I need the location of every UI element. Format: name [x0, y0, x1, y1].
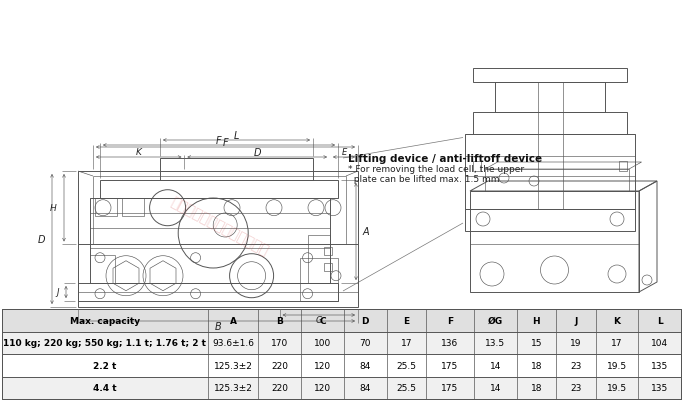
Text: D: D	[253, 148, 261, 158]
Text: J: J	[574, 316, 577, 325]
Text: Lifting device / anti-liftoff device: Lifting device / anti-liftoff device	[348, 154, 542, 164]
Text: 23: 23	[570, 383, 581, 392]
Text: 4.4 t: 4.4 t	[93, 383, 117, 392]
Bar	[2, 309, 681, 399]
Text: 120: 120	[314, 361, 331, 370]
Text: 84: 84	[360, 383, 371, 392]
Bar	[538, 83, 563, 209]
Text: 2.2 t: 2.2 t	[93, 361, 116, 370]
Text: F: F	[217, 136, 222, 146]
Text: E: E	[404, 316, 410, 325]
Text: 125.3±2: 125.3±2	[214, 361, 253, 370]
Bar	[619, 162, 627, 172]
Text: ØG: ØG	[488, 316, 503, 325]
Bar	[122, 198, 144, 217]
Text: 175: 175	[441, 383, 458, 392]
Bar	[100, 180, 338, 198]
Text: 17: 17	[611, 338, 623, 347]
Bar	[78, 283, 338, 301]
Text: 220: 220	[271, 361, 288, 370]
Text: D: D	[38, 235, 45, 244]
Text: 84: 84	[360, 361, 371, 370]
Text: 17: 17	[401, 338, 413, 347]
Bar	[2, 332, 681, 354]
Text: 135: 135	[651, 383, 668, 392]
Text: 70: 70	[359, 338, 371, 347]
Bar	[2, 377, 681, 399]
Text: 14: 14	[490, 383, 501, 392]
Text: B: B	[277, 316, 283, 325]
Bar	[2, 309, 681, 332]
Text: G: G	[316, 316, 322, 325]
Text: A: A	[363, 227, 370, 237]
Text: 93.6±1.6: 93.6±1.6	[212, 338, 254, 347]
Text: 18: 18	[531, 361, 542, 370]
Text: K: K	[136, 148, 141, 157]
Text: 220: 220	[271, 383, 288, 392]
Text: 23: 23	[570, 361, 581, 370]
Text: 25.5: 25.5	[396, 383, 417, 392]
Text: A: A	[229, 316, 236, 325]
Bar	[308, 235, 330, 283]
Text: 18: 18	[531, 383, 542, 392]
Text: B: B	[214, 321, 221, 331]
Bar	[90, 198, 330, 283]
Bar	[2, 354, 681, 377]
Text: 15: 15	[531, 338, 542, 347]
Bar	[78, 172, 358, 307]
Text: 175: 175	[441, 361, 458, 370]
Text: 13.5: 13.5	[485, 338, 505, 347]
Text: 广州众锐自动化科技有限公司: 广州众锐自动化科技有限公司	[169, 195, 271, 258]
Text: 19: 19	[570, 338, 581, 347]
Bar	[495, 83, 605, 113]
Text: 19.5: 19.5	[607, 383, 627, 392]
Text: * For removing the load cell, the upper: * For removing the load cell, the upper	[348, 165, 524, 174]
Text: D: D	[361, 316, 369, 325]
Text: 14: 14	[490, 361, 501, 370]
Text: L: L	[657, 316, 663, 325]
Text: 25.5: 25.5	[396, 361, 417, 370]
Bar	[160, 159, 313, 180]
Bar	[300, 258, 338, 301]
Text: K: K	[613, 316, 620, 325]
Text: 170: 170	[271, 338, 288, 347]
Bar	[324, 263, 332, 271]
Text: 135: 135	[651, 361, 668, 370]
Text: C: C	[319, 316, 326, 325]
Bar	[470, 192, 639, 292]
Text: L: L	[234, 131, 239, 141]
Bar	[473, 69, 627, 83]
Bar	[473, 113, 627, 135]
Text: E: E	[342, 148, 347, 157]
Text: 104: 104	[651, 338, 668, 347]
Text: H: H	[533, 316, 540, 325]
Text: F: F	[447, 316, 453, 325]
Text: 19.5: 19.5	[607, 361, 627, 370]
Bar	[465, 209, 635, 231]
Text: 136: 136	[441, 338, 458, 347]
Bar	[485, 170, 629, 192]
Text: plate can be lifted max. 1.5 mm: plate can be lifted max. 1.5 mm	[348, 175, 499, 184]
Text: 100: 100	[314, 338, 331, 347]
Text: H: H	[51, 204, 57, 213]
Text: 125.3±2: 125.3±2	[214, 383, 253, 392]
Text: J: J	[57, 288, 59, 297]
Bar	[95, 198, 117, 217]
Text: F: F	[223, 138, 228, 148]
Bar	[473, 162, 481, 172]
Bar	[324, 247, 332, 255]
Text: 120: 120	[314, 383, 331, 392]
Bar	[465, 135, 635, 209]
Text: 110 kg; 220 kg; 550 kg; 1.1 t; 1.76 t; 2 t: 110 kg; 220 kg; 550 kg; 1.1 t; 1.76 t; 2…	[3, 338, 206, 347]
Text: Max. capacity: Max. capacity	[70, 316, 140, 325]
